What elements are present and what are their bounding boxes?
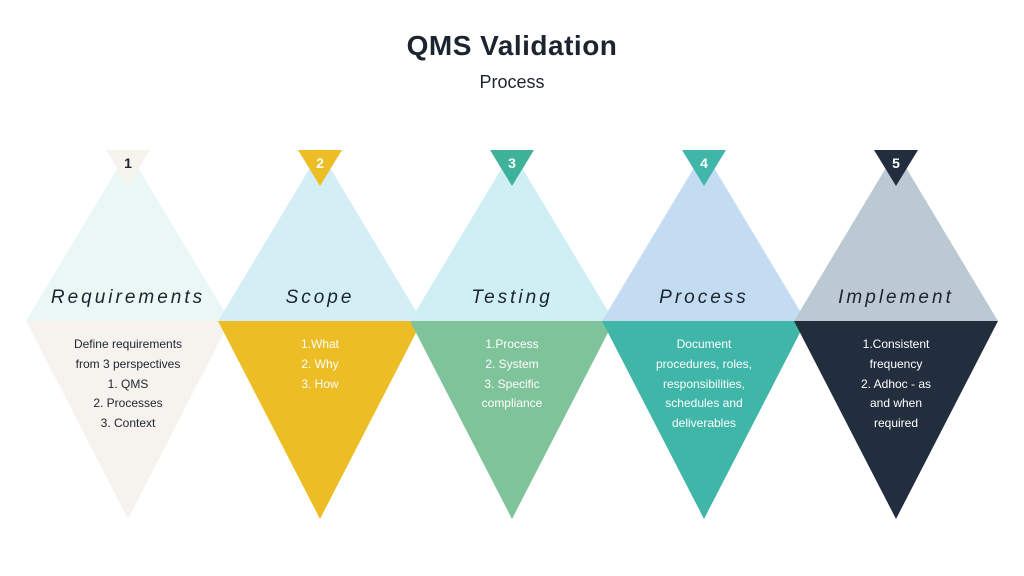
page-title: QMS Validation: [0, 30, 1024, 62]
step-1-number: 1: [108, 155, 148, 171]
step-4-number: 4: [684, 155, 724, 171]
step-4-title: Process: [602, 287, 806, 309]
step-5-desc: 1.Consistentfrequency2. Adhoc - asand wh…: [821, 335, 971, 434]
step-2-number: 2: [300, 155, 340, 171]
step-5-title: Implement: [794, 287, 998, 309]
step-3-title: Testing: [410, 287, 614, 309]
step-1-title: Requirements: [26, 287, 230, 309]
page-subtitle: Process: [0, 72, 1024, 93]
step-1-desc: Define requirementsfrom 3 perspectives1.…: [53, 335, 203, 434]
step-2-title: Scope: [218, 287, 422, 309]
step-3-desc: 1.Process2. System3. Specificcompliance: [437, 335, 587, 414]
step-3-number: 3: [492, 155, 532, 171]
step-5-number: 5: [876, 155, 916, 171]
step-4-desc: Documentprocedures, roles,responsibiliti…: [629, 335, 779, 434]
step-2-desc: 1.What2. Why3. How: [245, 335, 395, 394]
infographic-stage: QMS Validation Process 1 Requirements De…: [0, 0, 1024, 576]
